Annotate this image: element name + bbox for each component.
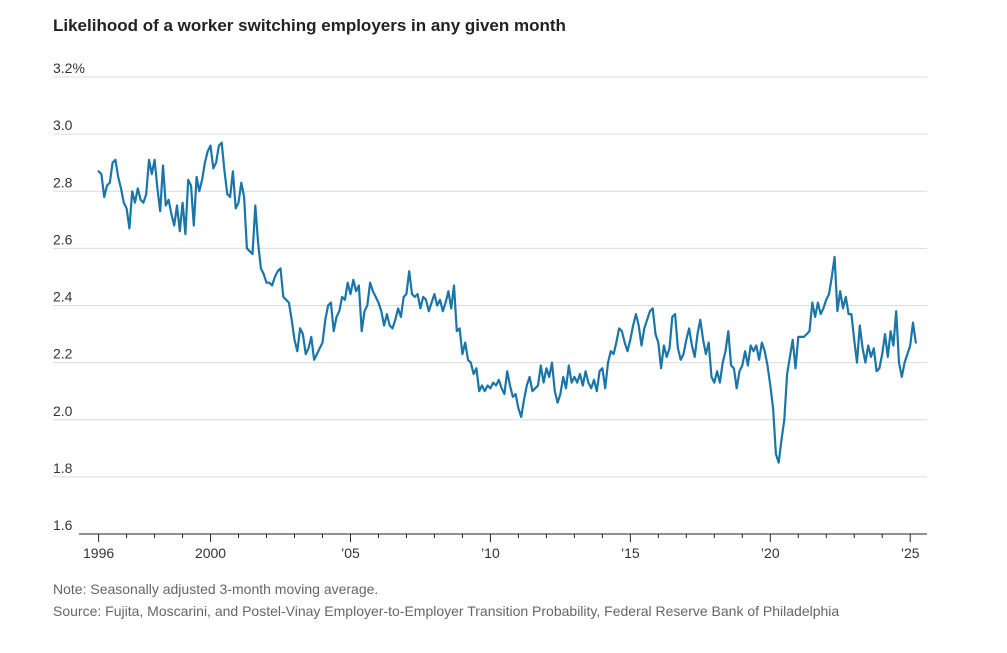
- line-chart: 3.2% 3.0 2.8 2.6 2.4 2.2 2.0 1.8 1.6 1996 2000 ’05…: [53, 60, 927, 561]
- y-tick-label: 2.2: [53, 346, 73, 362]
- chart-note: Note: Seasonally adjusted 3-month moving…: [53, 581, 379, 597]
- x-tick-label: ’20: [761, 545, 780, 561]
- gridlines: [53, 76, 927, 478]
- y-tick-label: 3.2%: [53, 60, 85, 76]
- y-tick-label: 2.4: [53, 289, 73, 305]
- y-axis-labels: 3.2% 3.0 2.8 2.6 2.4 2.2 2.0 1.8 1.6: [53, 60, 85, 533]
- chart-title: Likelihood of a worker switching employe…: [53, 16, 566, 35]
- series-line: [97, 141, 917, 464]
- y-tick-label: 1.6: [53, 517, 73, 533]
- x-tick-label: ’25: [901, 545, 920, 561]
- y-tick-label: 2.8: [53, 174, 73, 190]
- x-tick-label: 2000: [195, 545, 226, 561]
- x-tick-label: ’05: [341, 545, 360, 561]
- x-tick-label: ’15: [621, 545, 640, 561]
- x-axis-ticks: 1996 2000 ’05 ’10 ’15 ’20 ’25: [83, 534, 920, 561]
- x-tick-label: ’10: [481, 545, 500, 561]
- y-tick-label: 3.0: [53, 117, 73, 133]
- y-tick-label: 1.8: [53, 460, 73, 476]
- y-tick-label: 2.6: [53, 231, 73, 247]
- chart-source: Source: Fujita, Moscarini, and Postel-Vi…: [53, 603, 840, 619]
- x-tick-label: 1996: [83, 545, 114, 561]
- y-tick-label: 2.0: [53, 403, 73, 419]
